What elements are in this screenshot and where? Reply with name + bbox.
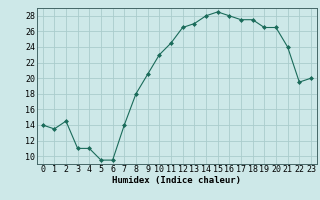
X-axis label: Humidex (Indice chaleur): Humidex (Indice chaleur) (112, 176, 241, 185)
